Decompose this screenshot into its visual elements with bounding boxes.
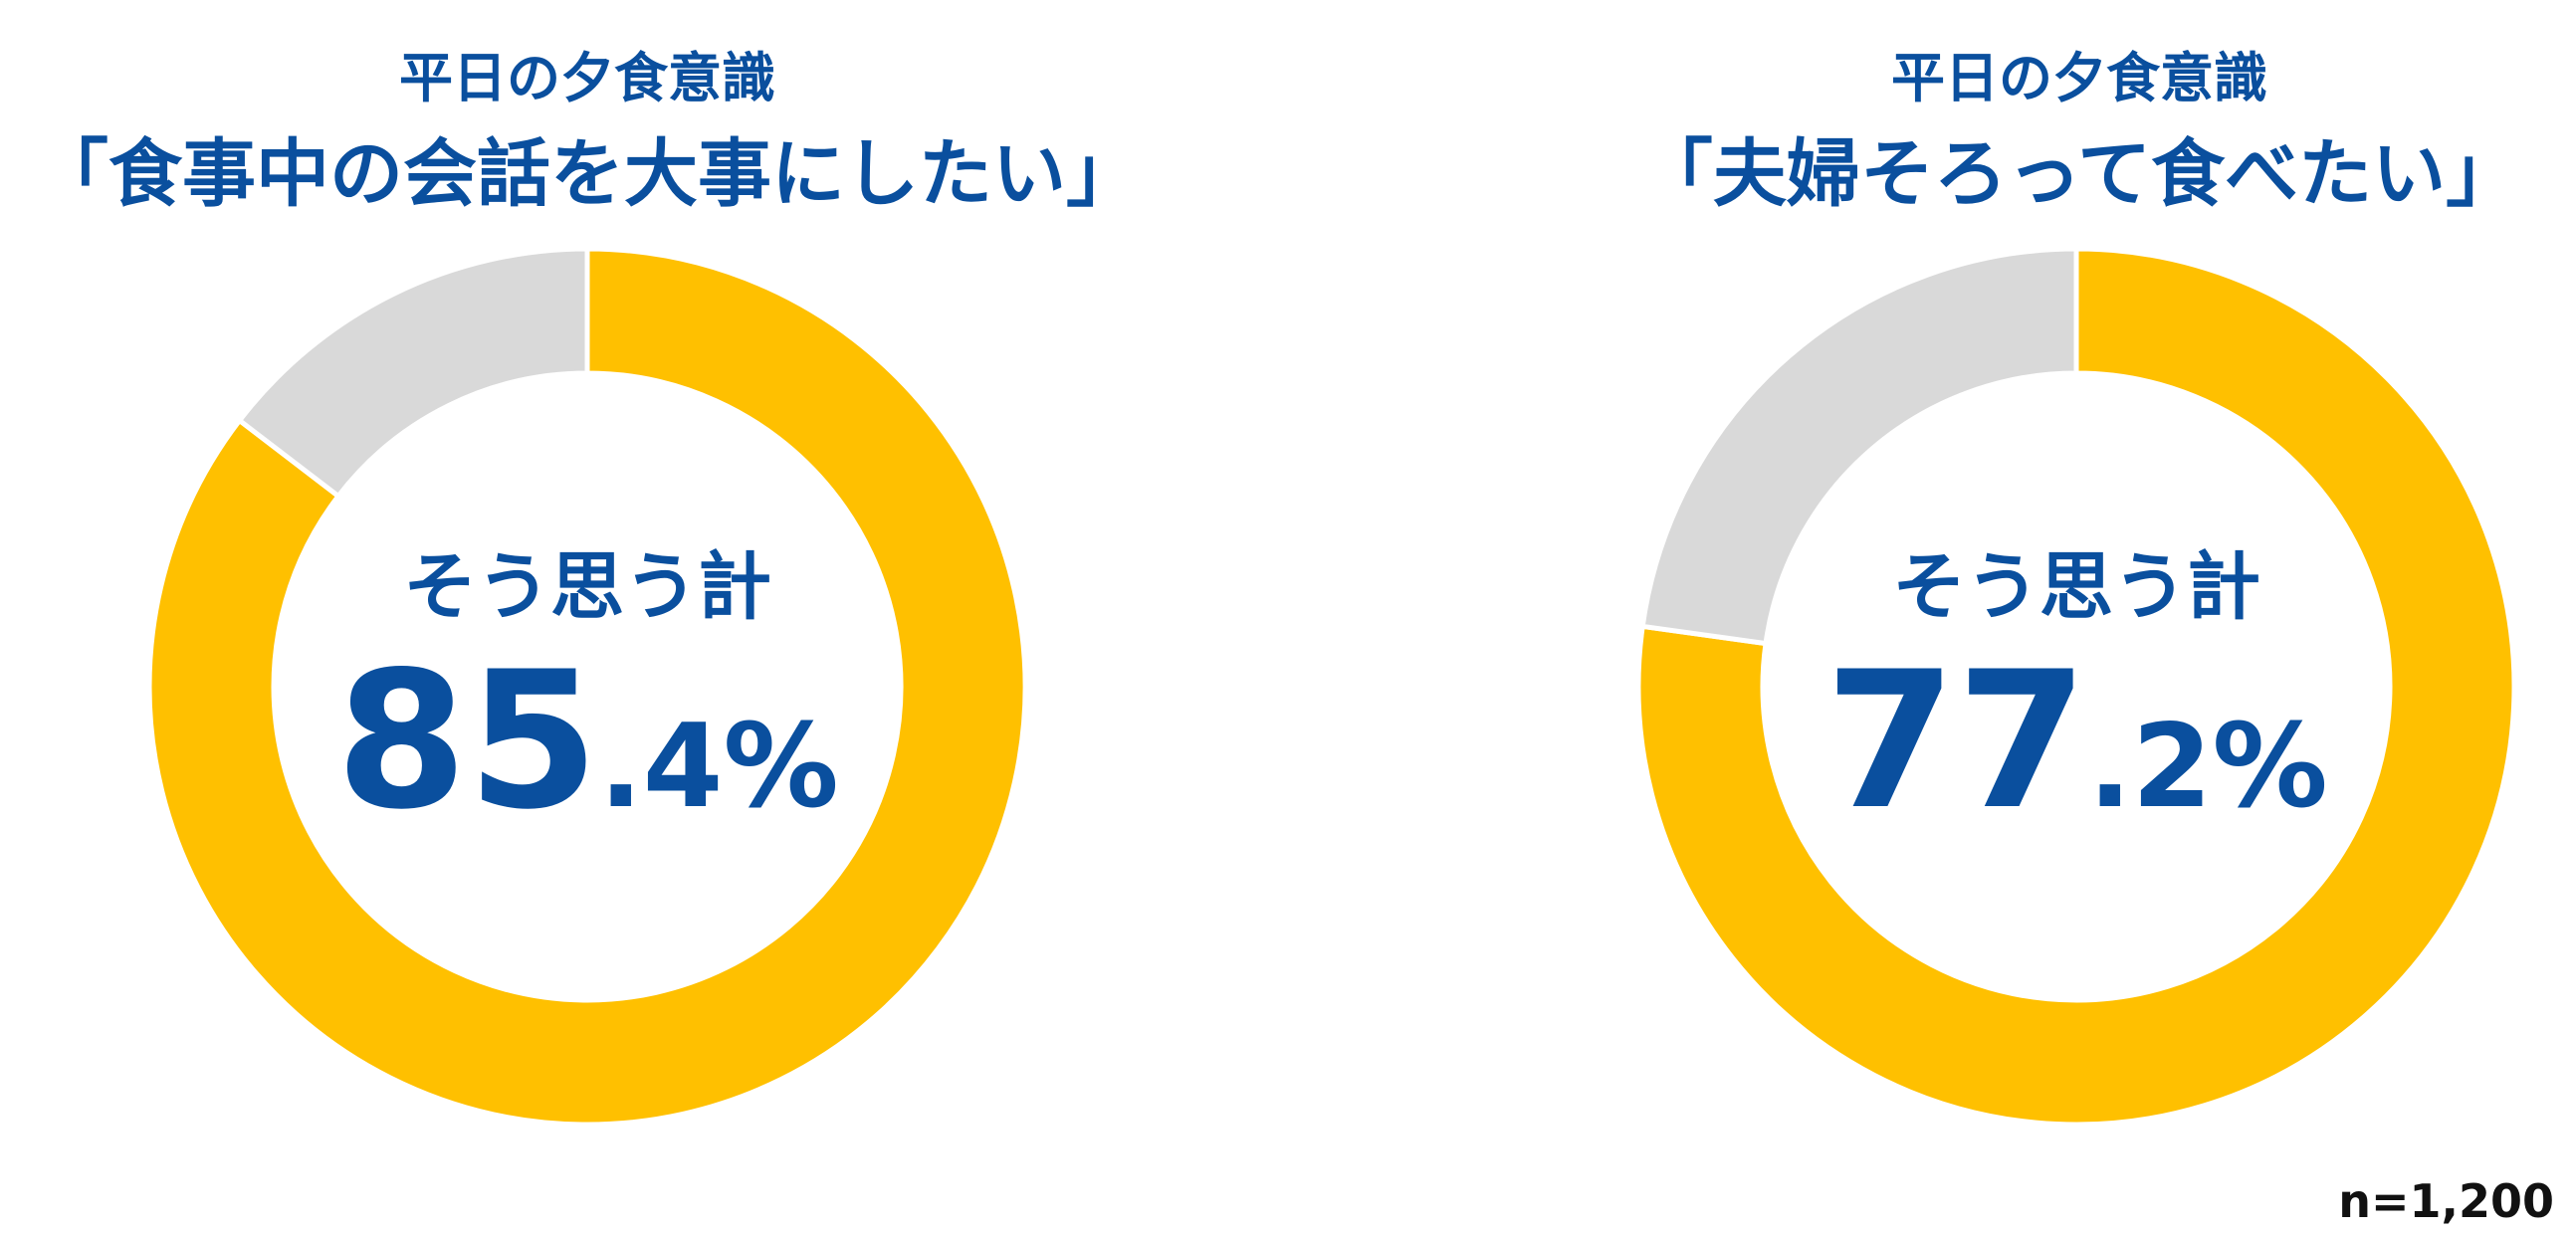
value-integer: 85 [335,631,598,851]
chart-panel-eat-together: 平日の夕食意識 「夫婦そろって食べたい」 そう思う計 77.2% [1583,0,2576,1236]
slice-agree [146,246,1028,1128]
donut-chart: そう思う計 85.4% [146,246,1028,1128]
chart-title: 平日の夕食意識 [399,47,775,109]
value-integer: 77 [1825,631,2087,851]
slice-agree [1635,246,2517,1128]
chart-panel-dining-conversation: 平日の夕食意識 「食事中の会話を大事にしたい」 そう思う計 85.4% [0,0,1175,1236]
chart-subtitle: 「夫婦そろって食べたい」 [1638,131,2520,217]
center-value: 77.2% [1825,631,2327,851]
slice-remainder [236,246,590,501]
value-decimal: .2% [2088,700,2328,834]
chart-title: 平日の夕食意識 [1891,47,2267,109]
center-label: そう思う計 [403,544,771,630]
value-decimal: .4% [599,700,839,834]
center-label: そう思う計 [1892,544,2260,630]
center-value: 85.4% [335,631,838,851]
chart-subtitle: 「食事中の会話を大事にしたい」 [35,131,1140,217]
slice-remainder [1639,246,2079,647]
sample-size-note: n=1,200 [2338,1174,2554,1228]
donut-chart: そう思う計 77.2% [1635,246,2517,1128]
